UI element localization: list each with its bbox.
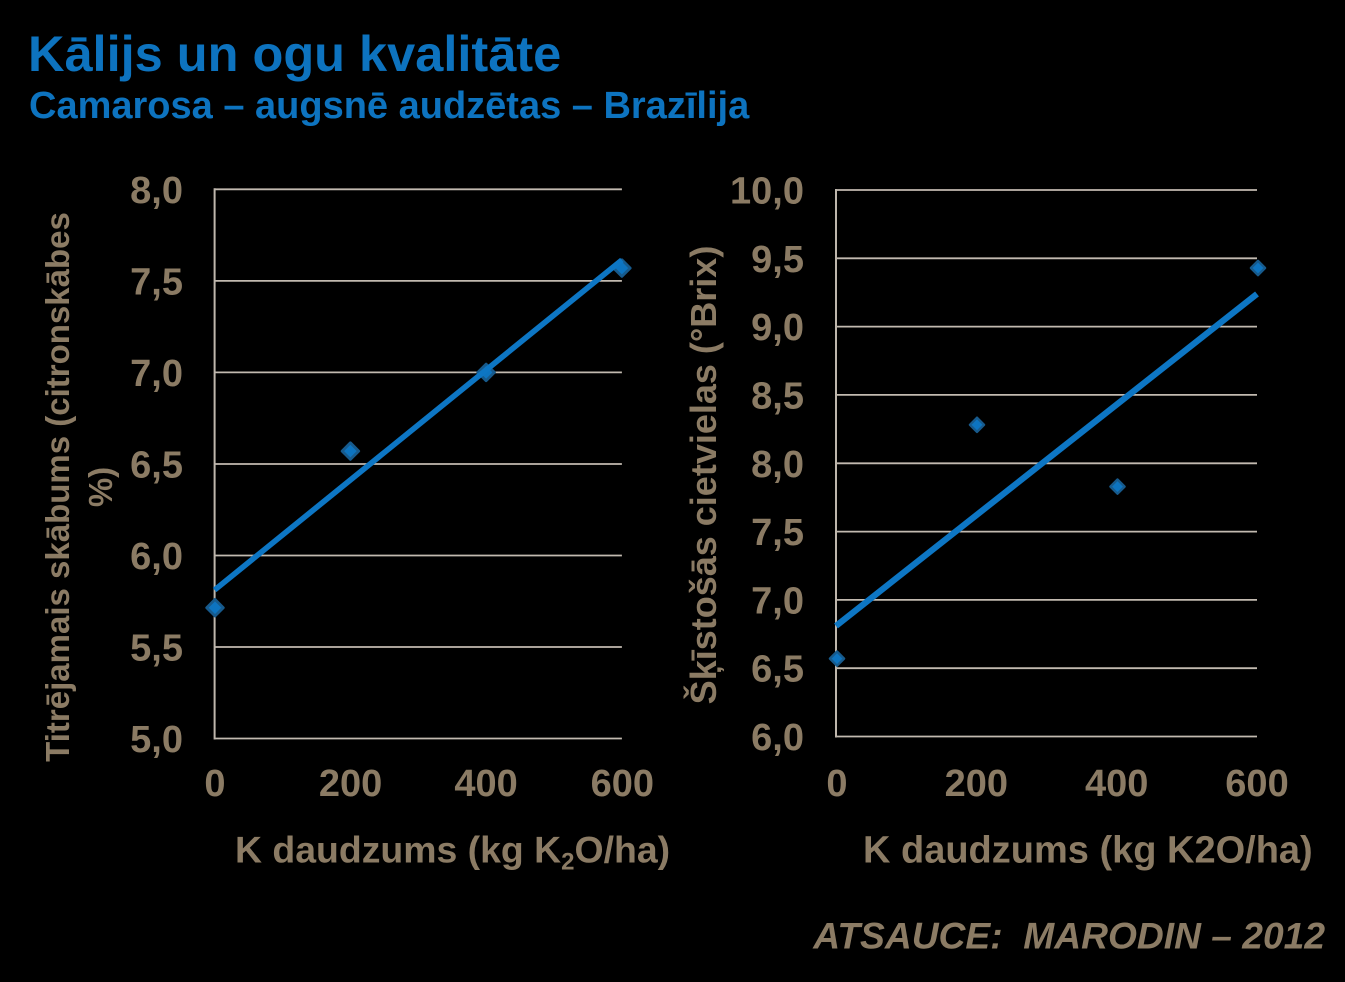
svg-text:600: 600 xyxy=(591,763,654,805)
svg-text:6,5: 6,5 xyxy=(751,649,804,691)
svg-text:9,5: 9,5 xyxy=(751,239,804,281)
svg-text:400: 400 xyxy=(1085,763,1148,805)
svg-text:8,5: 8,5 xyxy=(751,375,804,417)
svg-text:Titrējamais skābums (citronskā: Titrējamais skābums (citronskābes xyxy=(39,212,76,762)
svg-text:0: 0 xyxy=(204,763,225,805)
svg-text:6,0: 6,0 xyxy=(130,536,183,578)
svg-text:200: 200 xyxy=(945,763,1008,805)
svg-text:6,5: 6,5 xyxy=(130,445,183,487)
svg-text:10,0: 10,0 xyxy=(730,171,804,213)
svg-text:600: 600 xyxy=(1225,763,1288,805)
svg-text:7,5: 7,5 xyxy=(130,261,183,303)
svg-text:K daudzums (kg K2O/ha): K daudzums (kg K2O/ha) xyxy=(863,830,1313,872)
svg-text:8,0: 8,0 xyxy=(130,170,183,212)
svg-text:5,0: 5,0 xyxy=(130,719,183,761)
svg-text:ATSAUCE: MARODIN – 2012: ATSAUCE: MARODIN – 2012 xyxy=(812,915,1325,957)
svg-text:0: 0 xyxy=(826,763,847,805)
svg-text:%): %) xyxy=(82,467,119,507)
svg-text:200: 200 xyxy=(319,763,382,805)
svg-text:6,0: 6,0 xyxy=(751,717,804,759)
svg-text:7,5: 7,5 xyxy=(751,512,804,554)
svg-text:7,0: 7,0 xyxy=(130,353,183,395)
svg-text:5,5: 5,5 xyxy=(130,628,183,670)
svg-text:400: 400 xyxy=(454,763,517,805)
svg-text:Camarosa – augsnē audzētas – B: Camarosa – augsnē audzētas – Brazīlija xyxy=(29,85,750,127)
svg-text:K daudzums (kg K2O/ha): K daudzums (kg K2O/ha) xyxy=(235,829,670,876)
svg-text:8,0: 8,0 xyxy=(751,444,804,486)
svg-text:9,0: 9,0 xyxy=(751,307,804,349)
svg-text:Kālijs un ogu kvalitāte: Kālijs un ogu kvalitāte xyxy=(28,25,561,82)
svg-text:Šķīstošās cietvielas (°Brix): Šķīstošās cietvielas (°Brix) xyxy=(682,246,724,705)
svg-text:7,0: 7,0 xyxy=(751,580,804,622)
